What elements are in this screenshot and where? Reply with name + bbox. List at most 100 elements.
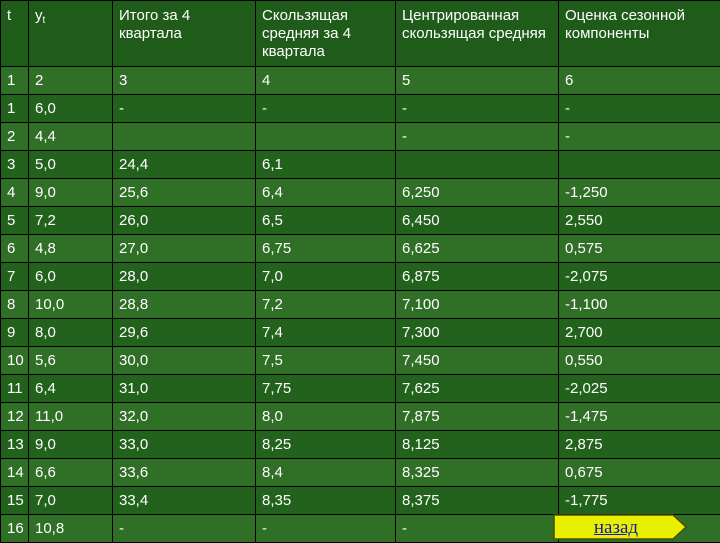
cell-moving-average: 4 bbox=[256, 67, 396, 95]
cell-sum-4-quarters: 33,0 bbox=[113, 431, 256, 459]
cell-seasonal-component: -1,100 bbox=[559, 291, 720, 319]
cell-sum-4-quarters: 29,6 bbox=[113, 319, 256, 347]
cell-seasonal-component: - bbox=[559, 123, 720, 151]
cell-moving-average: 8,0 bbox=[256, 403, 396, 431]
cell-seasonal-component: 2,700 bbox=[559, 319, 720, 347]
cell-t: 13 bbox=[1, 431, 29, 459]
cell-seasonal-component: 0,675 bbox=[559, 459, 720, 487]
cell-seasonal-component: -2,075 bbox=[559, 263, 720, 291]
back-button-label: назад bbox=[553, 517, 679, 539]
cell-sum-4-quarters: 32,0 bbox=[113, 403, 256, 431]
cell-y: 10,0 bbox=[29, 291, 113, 319]
cell-moving-average: 8,25 bbox=[256, 431, 396, 459]
cell-centered-moving-average: 6,875 bbox=[396, 263, 559, 291]
header-y-sub: t bbox=[43, 15, 46, 26]
cell-y: 6,0 bbox=[29, 95, 113, 123]
cell-seasonal-component: -1,775 bbox=[559, 487, 720, 515]
cell-sum-4-quarters: 31,0 bbox=[113, 375, 256, 403]
cell-y: 2 bbox=[29, 67, 113, 95]
cell-centered-moving-average: - bbox=[396, 123, 559, 151]
cell-sum-4-quarters: 26,0 bbox=[113, 207, 256, 235]
cell-y: 7,0 bbox=[29, 487, 113, 515]
cell-moving-average bbox=[256, 123, 396, 151]
cell-centered-moving-average: 6,625 bbox=[396, 235, 559, 263]
cell-moving-average: 6,4 bbox=[256, 179, 396, 207]
cell-t: 16 bbox=[1, 515, 29, 543]
cell-centered-moving-average: 7,100 bbox=[396, 291, 559, 319]
cell-moving-average: 7,75 bbox=[256, 375, 396, 403]
cell-y: 8,0 bbox=[29, 319, 113, 347]
cell-t: 14 bbox=[1, 459, 29, 487]
cell-moving-average: 8,4 bbox=[256, 459, 396, 487]
cell-centered-moving-average: 7,450 bbox=[396, 347, 559, 375]
cell-t: 5 bbox=[1, 207, 29, 235]
cell-sum-4-quarters: 28,0 bbox=[113, 263, 256, 291]
cell-y: 9,0 bbox=[29, 179, 113, 207]
cell-y: 5,6 bbox=[29, 347, 113, 375]
cell-seasonal-component: -1,250 bbox=[559, 179, 720, 207]
cell-y: 5,0 bbox=[29, 151, 113, 179]
cell-moving-average: 6,5 bbox=[256, 207, 396, 235]
header-y-main: y bbox=[35, 7, 43, 24]
cell-moving-average: 7,5 bbox=[256, 347, 396, 375]
cell-moving-average: 7,0 bbox=[256, 263, 396, 291]
cell-seasonal-component: -1,475 bbox=[559, 403, 720, 431]
cell-seasonal-component: 0,575 bbox=[559, 235, 720, 263]
cell-t: 7 bbox=[1, 263, 29, 291]
cell-sum-4-quarters bbox=[113, 123, 256, 151]
cell-sum-4-quarters: - bbox=[113, 95, 256, 123]
header-row: t yt Итого за 4 квартала Скользящая сред… bbox=[1, 1, 720, 67]
header-sum-4-quarters: Итого за 4 квартала bbox=[113, 1, 256, 67]
cell-t: 1 bbox=[1, 67, 29, 95]
cell-centered-moving-average bbox=[396, 151, 559, 179]
cell-t: 8 bbox=[1, 291, 29, 319]
header-seasonal-component: Оценка сезонной компоненты bbox=[559, 1, 720, 67]
cell-t: 1 bbox=[1, 95, 29, 123]
cell-y: 7,2 bbox=[29, 207, 113, 235]
cell-centered-moving-average: 7,875 bbox=[396, 403, 559, 431]
cell-sum-4-quarters: 33,6 bbox=[113, 459, 256, 487]
cell-sum-4-quarters: - bbox=[113, 515, 256, 543]
cell-centered-moving-average: 8,375 bbox=[396, 487, 559, 515]
cell-y: 10,8 bbox=[29, 515, 113, 543]
cell-centered-moving-average: 7,300 bbox=[396, 319, 559, 347]
cell-t: 6 bbox=[1, 235, 29, 263]
cell-moving-average: 6,1 bbox=[256, 151, 396, 179]
cell-t: 2 bbox=[1, 123, 29, 151]
cell-t: 3 bbox=[1, 151, 29, 179]
cell-moving-average: 7,4 bbox=[256, 319, 396, 347]
cell-sum-4-quarters: 24,4 bbox=[113, 151, 256, 179]
header-t: t bbox=[1, 1, 29, 67]
back-button[interactable]: назад bbox=[553, 514, 687, 540]
cell-centered-moving-average: 8,325 bbox=[396, 459, 559, 487]
cell-y: 6,4 bbox=[29, 375, 113, 403]
header-moving-average: Скользящая средняя за 4 квартала bbox=[256, 1, 396, 67]
cell-seasonal-component: 0,550 bbox=[559, 347, 720, 375]
cell-centered-moving-average: 8,125 bbox=[396, 431, 559, 459]
cell-moving-average: - bbox=[256, 515, 396, 543]
cell-centered-moving-average: - bbox=[396, 515, 559, 543]
cell-seasonal-component: 2,875 bbox=[559, 431, 720, 459]
cell-seasonal-component: 6 bbox=[559, 67, 720, 95]
cell-y: 4,4 bbox=[29, 123, 113, 151]
cell-moving-average: 8,35 bbox=[256, 487, 396, 515]
cell-sum-4-quarters: 3 bbox=[113, 67, 256, 95]
cell-t: 11 bbox=[1, 375, 29, 403]
cell-centered-moving-average: 5 bbox=[396, 67, 559, 95]
cell-seasonal-component: - bbox=[559, 95, 720, 123]
cell-t: 10 bbox=[1, 347, 29, 375]
